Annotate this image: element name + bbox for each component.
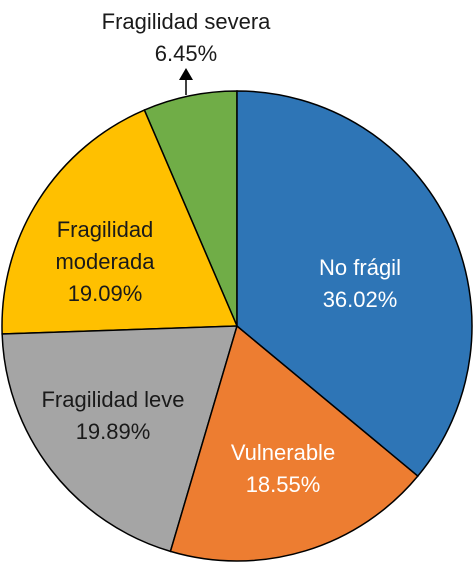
value-label: 36.02% [322, 287, 398, 312]
pie-slice [1, 325, 239, 553]
category-label: No frágil [319, 255, 401, 280]
slice-label: Fragilidad severa 6.45% [61, 6, 311, 70]
category-label: Fragilidad leve [41, 387, 185, 412]
slice-label: Fragilidad leve 19.89% [13, 384, 213, 448]
value-label: 19.89% [75, 419, 151, 444]
category-label: Vulnerable [230, 440, 336, 465]
pie-slice [1, 109, 239, 335]
callout-arrow [179, 68, 193, 80]
pie-slice [236, 90, 473, 478]
slice-label: Fragilidad moderada 19.09% [30, 214, 180, 310]
category-label: Fragilidad moderada [55, 217, 155, 274]
slice-label: No frágil 36.02% [260, 252, 460, 316]
category-label: Fragilidad severa [101, 9, 271, 34]
value-label: 18.55% [245, 472, 321, 497]
value-label: 6.45% [154, 41, 218, 66]
pie-slice [169, 324, 419, 562]
value-label: 19.09% [67, 281, 143, 306]
slice-label: Vulnerable 18.55% [183, 437, 383, 501]
